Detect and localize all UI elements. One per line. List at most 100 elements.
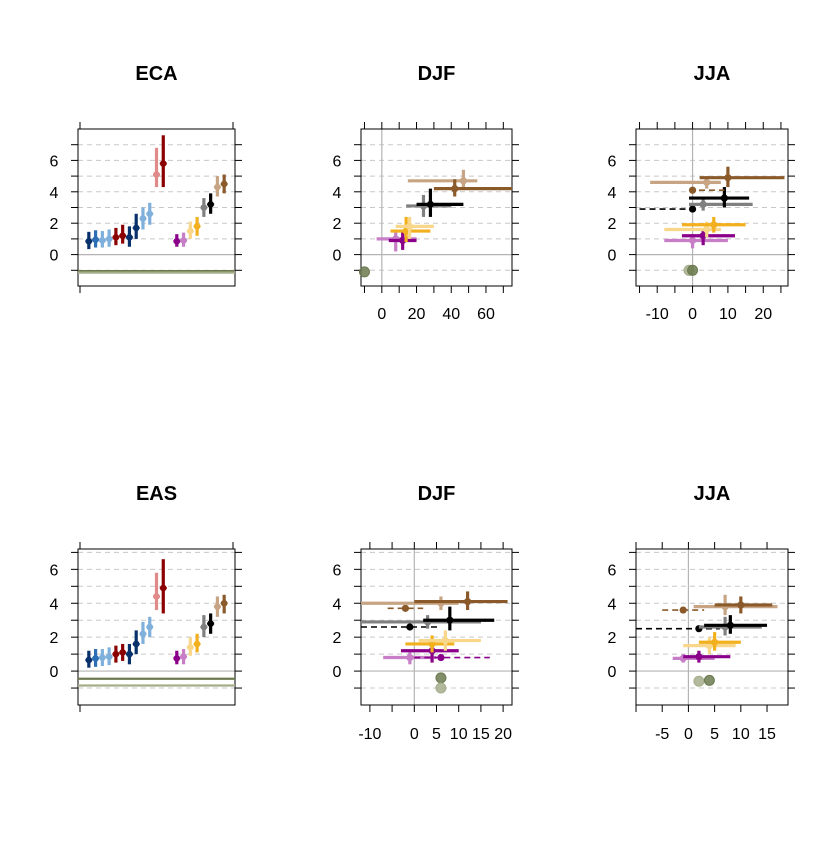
data-point <box>173 655 181 662</box>
y-tick-label: 6 <box>608 153 617 170</box>
data-point <box>406 623 414 631</box>
x-tick-label: 5 <box>710 726 719 743</box>
data-point <box>687 264 699 276</box>
data-point <box>459 177 468 185</box>
data-point <box>126 650 133 658</box>
x-tick-label: 20 <box>408 306 426 323</box>
y-tick-label: 4 <box>50 185 59 202</box>
x-tick-label: 5 <box>432 726 441 743</box>
data-point <box>688 186 697 194</box>
panel-eas-overview: EAS 0 2 4 6 <box>50 483 242 712</box>
data-point <box>112 650 120 658</box>
y-tick-label: 0 <box>333 248 342 265</box>
data-point <box>193 640 201 648</box>
data-point <box>119 649 126 656</box>
x-tick-label: 60 <box>477 306 495 323</box>
y-tick-label: 6 <box>50 153 59 170</box>
y-tick-label: 2 <box>333 216 342 233</box>
data-point <box>99 654 106 661</box>
data-point <box>426 200 435 208</box>
data-point <box>139 630 147 638</box>
data-point <box>132 224 140 232</box>
data-point <box>451 185 459 193</box>
y-tick-label: 6 <box>333 562 342 579</box>
data-point <box>358 266 370 278</box>
data-point <box>214 603 221 610</box>
data-point <box>220 599 228 607</box>
data-point <box>737 601 745 609</box>
data-point <box>688 205 697 213</box>
y-tick-label: 2 <box>50 216 59 233</box>
data-point <box>720 194 728 202</box>
data-point <box>85 656 93 664</box>
panel-title: JJA <box>694 483 731 505</box>
data-point <box>220 180 228 188</box>
x-tick-label: -10 <box>646 306 669 323</box>
data-point <box>406 653 414 662</box>
y-tick-label: 2 <box>50 630 59 647</box>
data-point <box>200 204 208 211</box>
panel-title: EAS <box>136 483 177 505</box>
data-point <box>726 621 734 629</box>
y-tick-label: 2 <box>608 216 617 233</box>
data-point <box>146 623 154 631</box>
x-tick-label: -10 <box>358 726 381 743</box>
y-tick-label: 0 <box>50 248 59 265</box>
data-point <box>679 606 687 614</box>
panel-title: DJF <box>418 483 456 505</box>
data-point <box>207 201 214 208</box>
data-point <box>710 221 718 229</box>
data-point <box>187 227 194 235</box>
panel-title: DJF <box>418 63 456 85</box>
x-tick-label: 10 <box>450 726 468 743</box>
data-point <box>159 160 167 167</box>
data-point <box>207 620 214 627</box>
data-point <box>153 593 160 600</box>
x-tick-label: 10 <box>732 726 750 743</box>
data-point <box>711 638 719 646</box>
y-tick-label: 6 <box>608 562 617 579</box>
data-point <box>92 655 99 662</box>
y-tick-label: 2 <box>608 630 617 647</box>
data-point <box>401 604 410 612</box>
y-tick-label: 2 <box>333 630 342 647</box>
x-tick-label: 0 <box>377 306 386 323</box>
data-point <box>112 234 120 241</box>
y-tick-label: 4 <box>608 185 617 202</box>
data-point <box>405 222 414 230</box>
data-point <box>99 237 106 244</box>
y-tick-label: 6 <box>333 153 342 170</box>
panel-title: ECA <box>135 63 177 85</box>
y-tick-label: 4 <box>333 596 342 613</box>
data-point <box>441 636 449 645</box>
x-tick-label: 40 <box>442 306 460 323</box>
x-tick-label: 0 <box>684 726 693 743</box>
y-tick-label: 0 <box>608 248 617 265</box>
data-point <box>699 232 707 240</box>
data-point <box>399 236 407 245</box>
x-tick-label: -5 <box>655 726 669 743</box>
y-tick-label: 6 <box>50 562 59 579</box>
data-point <box>85 237 93 245</box>
data-point <box>699 200 707 208</box>
y-tick-label: 0 <box>608 664 617 681</box>
data-point <box>180 237 187 244</box>
x-tick-label: 0 <box>410 726 419 743</box>
y-tick-label: 4 <box>608 596 617 613</box>
data-point <box>105 235 113 243</box>
y-tick-label: 4 <box>333 185 342 202</box>
x-tick-label: 10 <box>719 306 737 323</box>
data-point <box>446 616 454 624</box>
plot-frame <box>77 548 236 706</box>
data-point <box>126 234 133 241</box>
data-point <box>724 174 732 182</box>
data-point <box>119 232 126 240</box>
data-point <box>105 653 113 660</box>
data-point <box>132 640 140 648</box>
data-point <box>159 584 167 592</box>
data-point <box>214 183 221 191</box>
